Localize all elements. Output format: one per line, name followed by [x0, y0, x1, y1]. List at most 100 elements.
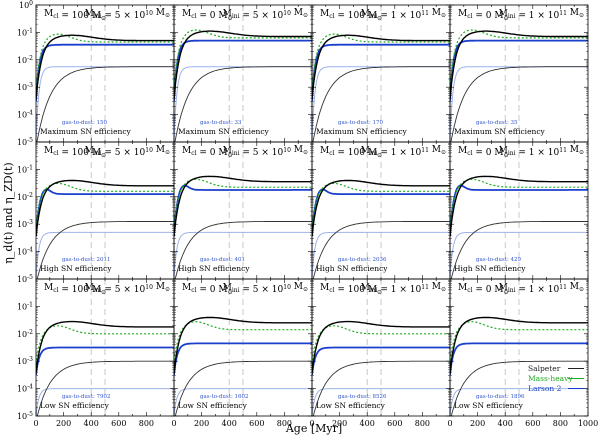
x-tick-label: 0 — [33, 419, 38, 428]
eta-d-line-massheavy — [312, 325, 450, 365]
gas-to-dust-label: gas-to-dust: 401 — [200, 257, 245, 263]
panel-title-mini: Mini = 1 × 1011 M⊙ — [499, 145, 584, 158]
panel: 0 200 400 600 800 Mcl = 100 M⊙Mini = 1 × 1011… — [309, 278, 451, 428]
eta-d-line-salpeter — [174, 175, 312, 237]
y-tick-label: 10-5 — [17, 411, 33, 421]
x-tick-label: 600 — [249, 419, 264, 428]
sn-efficiency-label: Low SN efficiency — [316, 401, 386, 410]
series-group — [36, 320, 174, 416]
y-tick-label: 10-2 — [17, 192, 33, 202]
panel-title-mini: Mini = 5 × 1010 M⊙ — [85, 8, 170, 21]
eta-zd-line-salpeter — [174, 66, 312, 142]
eta-d-line-larson — [312, 43, 450, 101]
eta-d-line-massheavy — [312, 33, 450, 91]
eta-zd-line-salpeter — [450, 221, 588, 279]
sn-efficiency-label: Maximum SN efficiency — [178, 127, 270, 136]
panel: Mcl = 100 M⊙Mini = 1 × 1011 M⊙ gas-to-dus… — [311, 141, 451, 280]
gas-to-dust-label: gas-to-dust: 170 — [338, 120, 384, 126]
eta-d-line-massheavy — [174, 29, 312, 91]
gas-to-dust-label: gas-to-dust: 2036 — [338, 257, 387, 263]
x-tick-label: 400 — [84, 419, 99, 428]
eta-d-line-massheavy — [450, 321, 588, 365]
y-tick-label: 10-1 — [17, 27, 33, 37]
eta-zd-line-larson — [174, 388, 312, 416]
y-tick-label: 10-3 — [17, 82, 33, 92]
series-group — [450, 29, 588, 142]
x-tick-label: 600 — [387, 419, 402, 428]
panel-title-mcl: Mcl = 100 M⊙ — [320, 146, 382, 159]
eta-zd-line-salpeter — [312, 66, 450, 142]
panel-title-mcl: Mcl = 0 M⊙ — [182, 146, 233, 159]
eta-zd-line-salpeter — [312, 360, 450, 416]
eta-d-line-salpeter — [312, 320, 450, 374]
y-tick-label: 10-4 — [17, 247, 33, 257]
y-tick-label: 10-3 — [17, 356, 33, 366]
panel-title-mini: Mini = 1 × 1011 M⊙ — [361, 282, 446, 295]
panel-title-mcl: Mcl = 0 M⊙ — [458, 283, 509, 296]
panel: 10-5 10-4 10-3 10-2 10-1 0 200 400 600 800 Mcl = 1… — [17, 278, 175, 428]
x-tick-label: 400 — [498, 419, 513, 428]
eta-zd-line-salpeter — [36, 360, 174, 416]
series-group — [312, 33, 450, 142]
legend-label: Mass-heavy — [528, 374, 573, 383]
panel-title-mcl: Mcl = 0 M⊙ — [182, 283, 233, 296]
eta-d-line-larson — [36, 43, 174, 101]
panel: Mcl = 0 M⊙Mini = 1 × 1011 M⊙ gas-to-dust:… — [449, 4, 589, 143]
x-tick-label: 1000 — [578, 419, 598, 428]
y-tick-label: 10-1 — [17, 301, 33, 311]
eta-d-line-larson — [174, 342, 312, 375]
gas-to-dust-label: gas-to-dust: 2011 — [62, 257, 111, 263]
gas-to-dust-label: gas-to-dust: 35 — [476, 120, 518, 126]
panel-title-mini: Mini = 5 × 1010 M⊙ — [223, 8, 308, 21]
eta-d-line-salpeter — [174, 316, 312, 374]
sn-efficiency-label: Maximum SN efficiency — [40, 127, 132, 136]
x-tick-label: 0 — [171, 419, 176, 428]
panel: Mcl = 0 M⊙Mini = 5 × 1010 M⊙ gas-to-dust:… — [173, 4, 313, 143]
gas-to-dust-label: gas-to-dust: 7902 — [62, 394, 111, 400]
eta-zd-line-salpeter — [174, 221, 312, 279]
eta-zd-line-salpeter — [450, 66, 588, 142]
eta-d-line-salpeter — [312, 179, 450, 237]
panel-title-mini: Mini = 1 × 1011 M⊙ — [499, 8, 584, 21]
eta-d-line-salpeter — [36, 34, 174, 100]
x-tick-label: 800 — [277, 419, 292, 428]
panel-title-mcl: Mcl = 0 M⊙ — [458, 9, 509, 22]
sn-efficiency-label: Low SN efficiency — [454, 401, 524, 410]
panel: 10-5 10-4 10-3 10-2 10-1 100 Mcl = 100 M⊙Mini … — [17, 0, 175, 147]
panel: Mcl = 0 M⊙Mini = 1 × 1011 M⊙ gas-to-dust:… — [449, 141, 589, 280]
x-tick-label: 400 — [222, 419, 237, 428]
panel-title-mini: Mini = 5 × 1010 M⊙ — [85, 145, 170, 158]
eta-d-line-larson — [450, 342, 588, 375]
panel-title-mcl: Mcl = 100 M⊙ — [320, 9, 382, 22]
panel-title-mcl: Mcl = 100 M⊙ — [320, 283, 382, 296]
panel-title-mini: Mini = 1 × 1011 M⊙ — [361, 8, 446, 21]
x-tick-label: 600 — [111, 419, 126, 428]
series-group — [36, 33, 174, 142]
sn-efficiency-label: High SN efficiency — [40, 264, 112, 273]
panel-title-mini: Mini = 5 × 1010 M⊙ — [223, 282, 308, 295]
legend-label: Salpeter — [528, 364, 561, 373]
panel-title-mcl: Mcl = 100 M⊙ — [44, 146, 106, 159]
x-tick-label: 200 — [470, 419, 485, 428]
eta-d-line-salpeter — [450, 30, 588, 100]
eta-zd-line-larson — [312, 388, 450, 416]
series-group — [312, 320, 450, 416]
gas-to-dust-label: gas-to-dust: 1602 — [200, 394, 249, 400]
panel: 0 200 400 600 800 1000 Mcl = 0 M⊙Mini = 1 × 10… — [447, 278, 598, 428]
eta-d-line-salpeter — [174, 30, 312, 100]
eta-zd-line-larson — [36, 388, 174, 416]
sn-efficiency-label: Low SN efficiency — [178, 401, 248, 410]
y-tick-label: 10-5 — [17, 274, 33, 284]
series-group — [312, 179, 450, 279]
eta-d-line-massheavy — [36, 33, 174, 91]
series-group — [174, 316, 312, 416]
series-group — [36, 179, 174, 279]
panel-title-mini: Mini = 5 × 1010 M⊙ — [223, 145, 308, 158]
gas-to-dust-label: gas-to-dust: 33 — [200, 120, 242, 126]
y-tick-label: 100 — [19, 0, 33, 10]
eta-d-line-salpeter — [312, 34, 450, 100]
sn-efficiency-label: High SN efficiency — [316, 264, 388, 273]
panel-title-mini: Mini = 1 × 1011 M⊙ — [361, 145, 446, 158]
